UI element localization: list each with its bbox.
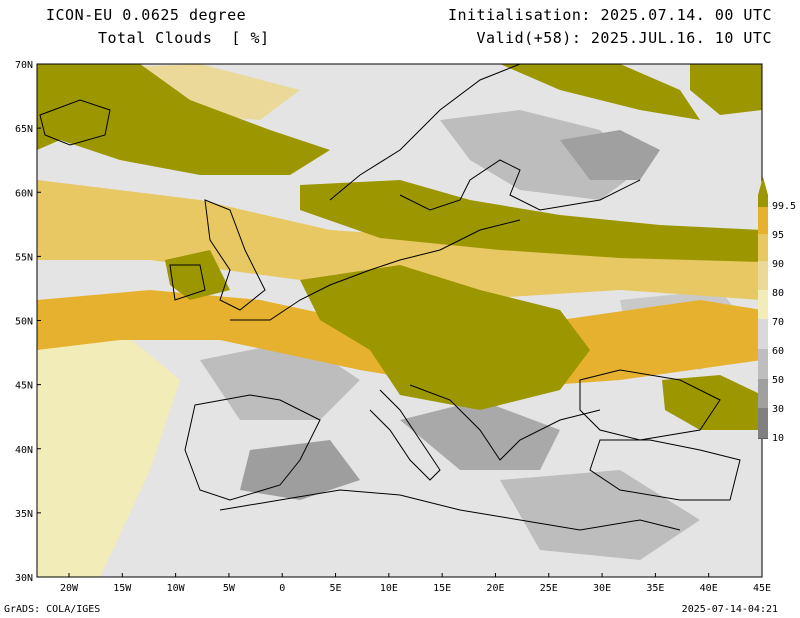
legend-swatch — [758, 290, 768, 319]
generation-timestamp: 2025-07-14-04:21 — [681, 604, 778, 615]
coast-balkans — [409, 384, 601, 461]
lon-tick-label: 40E — [700, 583, 718, 594]
lat-tick-label: 65N — [15, 124, 33, 135]
lon-ticks: 20W 15W 10W 5W 0 5E 10E 15E 20E 25E 30E 35E 40E 45E — [60, 573, 771, 594]
legend-label: 99.5 — [772, 201, 796, 212]
legend-swatch — [758, 379, 768, 408]
cloud-overcast — [662, 375, 762, 430]
lat-tick-label: 60N — [15, 188, 33, 199]
coast-continent — [230, 219, 521, 321]
legend-swatch — [758, 349, 768, 379]
legend-swatch — [758, 319, 768, 349]
lon-tick-label: 45E — [753, 583, 771, 594]
legend-swatch — [758, 408, 768, 438]
legend-swatch — [758, 195, 768, 207]
lat-tick-label: 50N — [15, 317, 33, 328]
cloud-patch-pale — [37, 330, 180, 577]
lon-tick-label: 0 — [279, 583, 285, 594]
coastlines — [39, 64, 741, 531]
legend-swatch — [758, 438, 768, 439]
legend-label: 50 — [772, 375, 784, 386]
legend-swatch — [758, 207, 768, 234]
model-title: ICON-EU 0.0625 degree — [46, 6, 247, 24]
lon-tick-label: 15E — [433, 583, 451, 594]
cloud-overcast — [300, 180, 762, 262]
legend-label: 80 — [772, 288, 784, 299]
lon-tick-label: 25E — [540, 583, 558, 594]
coast-britain — [169, 199, 266, 311]
lat-tick-label: 40N — [15, 445, 33, 456]
lon-tick-label: 30E — [593, 583, 611, 594]
lon-tick-label: 20E — [486, 583, 504, 594]
initialisation-time: Initialisation: 2025.07.14. 00 UTC — [447, 6, 772, 24]
software-credit: GrADS: COLA/IGES — [4, 604, 101, 615]
coast-italy — [369, 389, 441, 481]
legend-arrow-top — [758, 177, 768, 195]
cloud-patch-grey — [400, 400, 560, 470]
cloud-overcast — [300, 265, 590, 410]
cloud-overcast — [165, 250, 230, 300]
lon-tick-label: 5E — [330, 583, 342, 594]
legend-swatch — [758, 261, 768, 290]
legend-label: 70 — [772, 317, 784, 328]
cloud-patch-grey — [560, 130, 660, 180]
legend-label: 30 — [772, 404, 784, 415]
lon-tick-label: 20W — [60, 583, 79, 594]
field-title: Total Clouds [ %] — [98, 29, 270, 47]
cloud-overcast — [500, 64, 700, 120]
cloud-overcast — [37, 64, 330, 175]
lon-tick-label: 10W — [167, 583, 186, 594]
lon-tick-label: 35E — [646, 583, 664, 594]
legend-label: 60 — [772, 346, 784, 357]
cloud-band-orange — [37, 180, 762, 300]
legend-label: 90 — [772, 259, 784, 270]
cloud-overcast — [690, 64, 762, 115]
lat-tick-label: 45N — [15, 381, 33, 392]
coast-iberia — [184, 394, 321, 501]
valid-time: Valid(+58): 2025.JUL.16. 10 UTC — [476, 29, 772, 47]
map-plot-area — [37, 64, 762, 577]
coast-scandinavia — [329, 64, 641, 211]
legend-swatch — [758, 234, 768, 261]
legend-label: 10 — [772, 433, 784, 444]
lat-ticks: 70N 65N 60N 55N 50N 45N 40N 35N 30N — [15, 60, 41, 584]
lat-tick-label: 70N — [15, 60, 33, 71]
legend-label: 95 — [772, 230, 784, 241]
lat-tick-label: 35N — [15, 509, 33, 520]
coast-iceland — [39, 99, 111, 146]
lon-tick-label: 10E — [380, 583, 398, 594]
cloud-patch-grey — [240, 440, 360, 500]
coast-turkey — [589, 439, 741, 501]
color-legend: 99.5 95 90 80 70 60 50 30 10 — [758, 177, 796, 444]
cloud-patch-grey — [500, 470, 700, 560]
lat-tick-label: 55N — [15, 252, 33, 263]
lon-tick-label: 15W — [113, 583, 132, 594]
lon-tick-label: 5W — [223, 583, 236, 594]
lat-tick-label: 30N — [15, 573, 33, 584]
coast-africa — [219, 489, 681, 531]
coast-blacksea — [579, 369, 721, 441]
